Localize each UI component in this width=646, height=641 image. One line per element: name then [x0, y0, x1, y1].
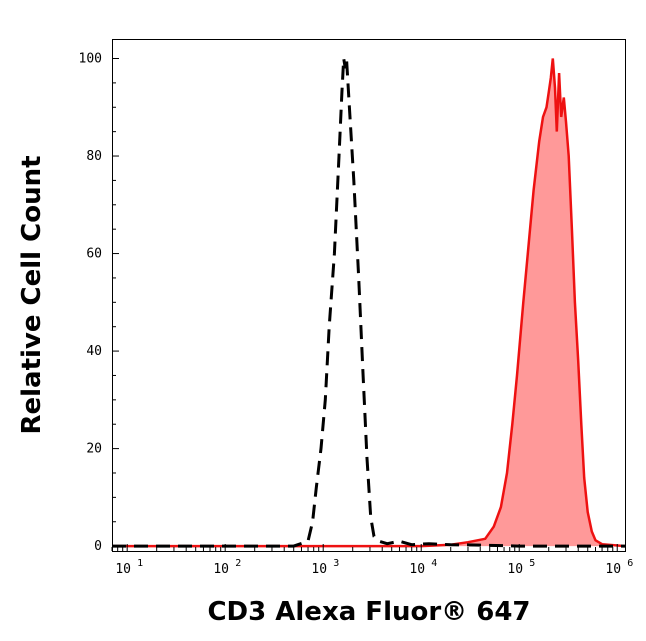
plot-layer — [112, 58, 626, 548]
x-tick-exponent: 5 — [529, 558, 535, 569]
series-fill-area — [112, 58, 625, 547]
series-solid-line — [112, 58, 626, 548]
y-tick-label: 80 — [86, 149, 102, 164]
y-tick-label: 0 — [94, 539, 102, 554]
x-tick-label: 10 — [311, 562, 327, 577]
y-tick-label: 20 — [86, 442, 102, 457]
y-axis-title: Relative Cell Count — [17, 155, 47, 434]
x-tick-label: 10 — [605, 562, 621, 577]
x-tick-exponent: 4 — [431, 558, 437, 569]
y-tick-label: 100 — [79, 52, 102, 67]
x-tick-exponent: 3 — [333, 558, 339, 569]
y-tick-label: 60 — [86, 247, 102, 262]
x-tick-label: 10 — [507, 562, 523, 577]
x-tick-label: 10 — [409, 562, 425, 577]
series-dashed-line — [112, 58, 625, 548]
y-tick-label: 40 — [86, 344, 102, 359]
x-tick-label: 10 — [115, 562, 131, 577]
x-tick-exponent: 6 — [627, 558, 633, 569]
x-axis-title: CD3 Alexa Fluor® 647 — [207, 597, 530, 627]
x-axis: 10 1 10 2 10 3 10 4 10 5 10 6 — [111, 544, 633, 577]
plot-frame — [112, 39, 626, 552]
x-tick-exponent: 1 — [137, 558, 143, 569]
x-tick-label: 10 — [213, 562, 229, 577]
x-tick-exponent: 2 — [235, 558, 241, 569]
y-axis: 0 20 40 60 80 100 — [79, 52, 119, 554]
